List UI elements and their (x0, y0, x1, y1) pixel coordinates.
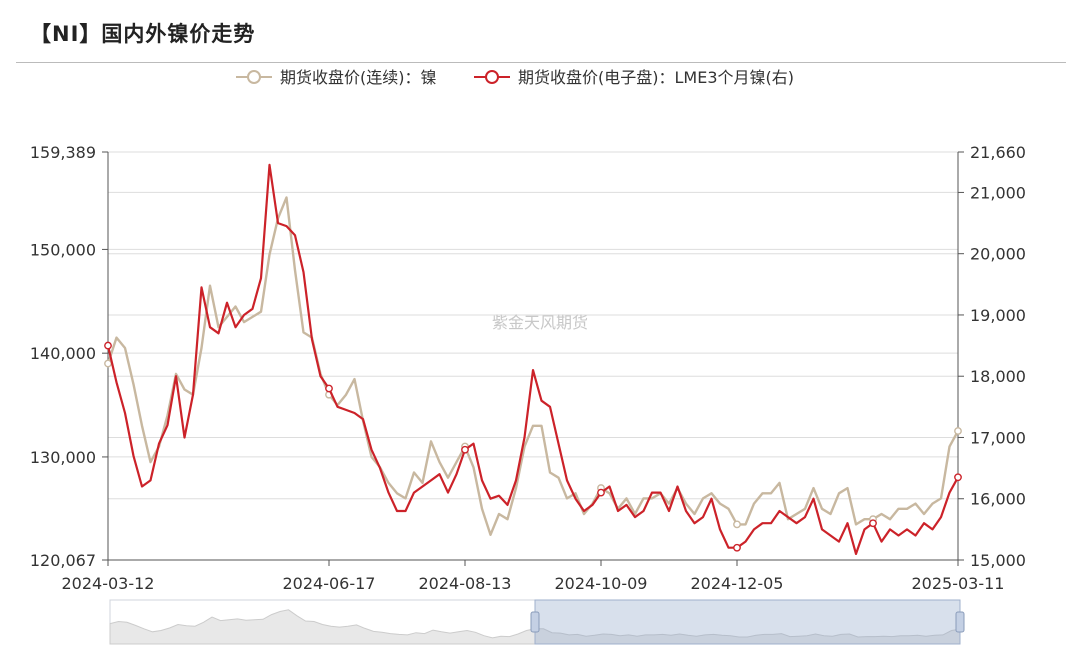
data-zoom-slider[interactable] (109, 599, 965, 645)
legend-label-lme: 期货收盘价(电子盘)：LME3个月镍(右) (518, 68, 794, 87)
left-axis-tick-label: 159,389 (30, 143, 96, 162)
right-axis-tick-label: 15,000 (970, 551, 1026, 570)
chart-title: 【NI】国内外镍价走势 (30, 22, 256, 46)
series-point (461, 445, 469, 454)
right-axis-tick-label: 19,000 (970, 306, 1026, 325)
legend-item-lme[interactable]: 期货收盘价(电子盘)：LME3个月镍(右) (474, 68, 794, 87)
watermark: 紫金天风期货 (492, 313, 588, 332)
series-point (869, 519, 877, 528)
right-axis-tick-label: 20,000 (970, 245, 1026, 264)
series-line-domestic (106, 196, 960, 536)
left-axis-tick-label: 130,000 (30, 448, 96, 467)
legend[interactable]: 期货收盘价(连续)：镍 期货收盘价(电子盘)：LME3个月镍(右) (236, 68, 794, 87)
x-axis-tick-label: 2024-03-12 (62, 574, 155, 593)
series-layer (104, 163, 962, 556)
series-point (733, 520, 741, 529)
right-axis-tick-label: 21,660 (970, 143, 1026, 162)
right-axis-tick-label: 16,000 (970, 490, 1026, 509)
series-line-lme (106, 163, 959, 556)
left-axis-tick-label: 150,000 (30, 240, 96, 259)
series-point (325, 384, 333, 393)
x-axis-tick-label: 2024-06-17 (283, 574, 376, 593)
series-point (954, 427, 962, 435)
right-axis-tick-label: 17,000 (970, 428, 1026, 447)
series-point (954, 473, 962, 482)
title-divider (16, 62, 1066, 63)
right-axis-tick-label: 21,000 (970, 183, 1026, 202)
legend-item-domestic[interactable]: 期货收盘价(连续)：镍 (236, 68, 437, 87)
slider-handle[interactable] (955, 611, 965, 633)
gridlines (108, 151, 958, 561)
slider-selection[interactable] (534, 599, 961, 645)
x-axis-tick-label: 2025-03-11 (912, 574, 1005, 593)
series-point (597, 488, 605, 497)
series-point (104, 341, 112, 350)
x-axis-tick-label: 2024-10-09 (555, 574, 648, 593)
series-point (104, 359, 112, 368)
series-point (733, 543, 741, 552)
left-axis-tick-label: 140,000 (30, 344, 96, 363)
x-axis-tick-label: 2024-08-13 (419, 574, 512, 593)
axes: 21,660 21,000 20,000 19,000 18,000 17,000 16,0… (30, 143, 1026, 593)
right-axis-tick-label: 18,000 (970, 367, 1026, 386)
x-axis-tick-label: 2024-12-05 (691, 574, 784, 593)
left-axis-tick-label: 120,067 (30, 551, 96, 570)
legend-label-domestic: 期货收盘价(连续)：镍 (280, 68, 437, 87)
slider-handle[interactable] (530, 611, 540, 633)
